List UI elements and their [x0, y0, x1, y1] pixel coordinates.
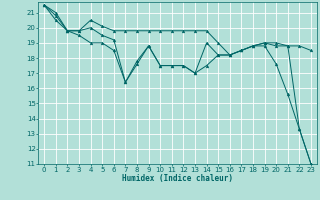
X-axis label: Humidex (Indice chaleur): Humidex (Indice chaleur)	[122, 174, 233, 183]
